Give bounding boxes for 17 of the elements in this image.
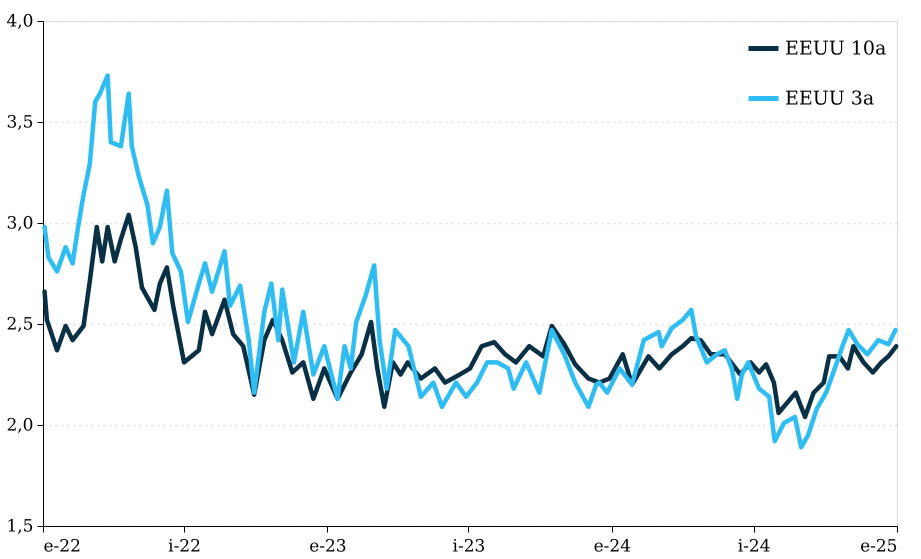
x-tick-label: e-22 <box>44 536 81 556</box>
y-tick-label: 4,0 <box>6 12 34 32</box>
y-tick-label: 2,0 <box>6 416 34 436</box>
y-tick-label: 3,5 <box>6 112 34 132</box>
x-tick-label: i-23 <box>452 536 486 556</box>
x-tick-label: i-24 <box>738 536 771 556</box>
y-tick-label: 1,5 <box>6 516 34 536</box>
y-tick-label: 3,0 <box>6 214 34 234</box>
legend-label: EEUU 3a <box>785 88 874 110</box>
x-tick-label: e-23 <box>309 536 347 556</box>
legend-label: EEUU 10a <box>785 38 886 60</box>
x-tick-label: i-22 <box>168 536 201 556</box>
line-series <box>42 73 898 450</box>
x-tick-label: e-25 <box>860 536 898 556</box>
x-tick-label: e-24 <box>594 536 632 556</box>
y-tick-label: 2,5 <box>6 314 34 334</box>
line-series <box>42 212 898 420</box>
